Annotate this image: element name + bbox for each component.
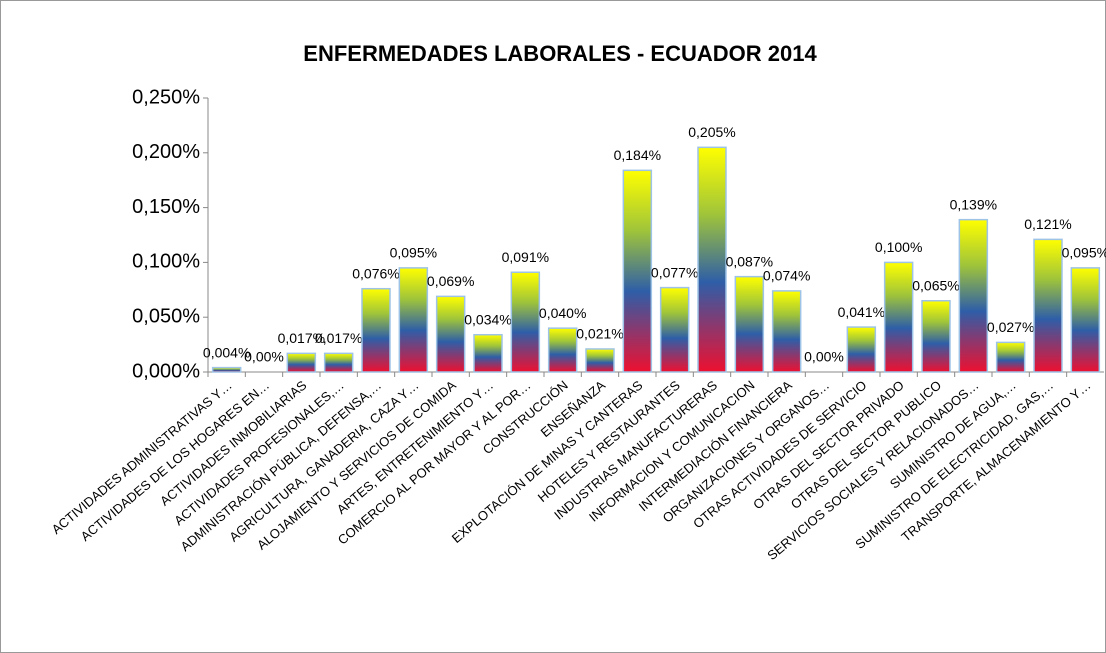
bar bbox=[1070, 267, 1101, 373]
bar bbox=[473, 333, 503, 373]
y-tick-label: 0,250% bbox=[132, 86, 200, 108]
bar bbox=[323, 352, 354, 373]
bar bbox=[510, 271, 541, 373]
value-label: 0,027% bbox=[987, 319, 1034, 335]
bar bbox=[585, 348, 615, 373]
value-label: 0,041% bbox=[838, 304, 885, 320]
y-tick-label: 0,000% bbox=[132, 360, 200, 382]
value-label: 0,139% bbox=[950, 196, 997, 212]
bar bbox=[995, 341, 1026, 373]
value-label: 0,205% bbox=[688, 124, 735, 140]
bar bbox=[622, 169, 653, 373]
value-label: 0,076% bbox=[352, 265, 399, 281]
y-tick-label: 0,150% bbox=[132, 196, 200, 218]
value-label: 0,040% bbox=[539, 305, 586, 321]
value-label: 0,034% bbox=[464, 311, 511, 327]
value-label: 0,004% bbox=[203, 344, 250, 360]
chart-title: ENFERMEDADES LABORALES - ECUADOR 2014 bbox=[303, 41, 817, 66]
bar bbox=[211, 366, 242, 373]
value-label: 0,091% bbox=[502, 249, 549, 265]
bar bbox=[1033, 238, 1063, 373]
bar bbox=[659, 286, 690, 373]
bar bbox=[883, 261, 914, 373]
value-label: 0,095% bbox=[390, 245, 437, 261]
value-label: 0,087% bbox=[726, 253, 773, 269]
bar bbox=[958, 218, 989, 373]
value-label: 0,100% bbox=[875, 239, 922, 255]
value-label: 0,184% bbox=[614, 147, 661, 163]
value-label: 0,017% bbox=[315, 330, 362, 346]
bar bbox=[734, 275, 765, 373]
value-label: 0,017% bbox=[278, 330, 325, 346]
value-label: 0,077% bbox=[651, 264, 698, 280]
bar bbox=[361, 287, 391, 373]
value-label: 0,065% bbox=[912, 277, 959, 293]
bar bbox=[435, 295, 466, 373]
bar bbox=[921, 300, 951, 373]
y-tick-label: 0,100% bbox=[132, 251, 200, 273]
value-label: 0,00% bbox=[244, 349, 284, 365]
y-tick-label: 0,050% bbox=[132, 305, 200, 327]
bar bbox=[697, 146, 727, 373]
bar bbox=[771, 290, 802, 373]
bar bbox=[846, 326, 877, 373]
bar bbox=[398, 267, 429, 373]
value-label: 0,095% bbox=[1062, 245, 1106, 261]
value-label: 0,074% bbox=[763, 268, 810, 284]
bar bbox=[286, 352, 317, 373]
value-label: 0,121% bbox=[1024, 216, 1071, 232]
bar bbox=[547, 327, 578, 373]
value-label: 0,00% bbox=[804, 349, 844, 365]
value-label: 0,021% bbox=[576, 326, 623, 342]
y-tick-label: 0,200% bbox=[132, 141, 200, 163]
value-label: 0,069% bbox=[427, 273, 474, 289]
